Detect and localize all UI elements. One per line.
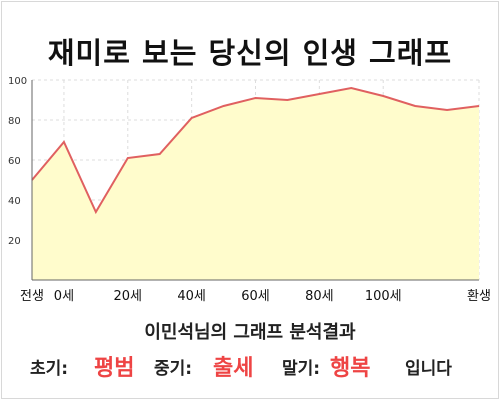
late-value: 행복 [330, 356, 371, 381]
middle-value: 출세 [213, 356, 254, 381]
x-tick-label: 전생 [20, 289, 44, 304]
y-tick-label: 80 [8, 116, 21, 127]
x-tick-label: 60세 [241, 289, 270, 304]
late-label: 말기: [282, 359, 321, 379]
y-tick-label: 20 [8, 236, 21, 247]
life-area-fill [32, 88, 479, 280]
y-tick-label: 100 [8, 76, 27, 87]
x-tick-label: 100세 [365, 289, 402, 304]
y-tick-label: 60 [8, 156, 21, 167]
middle-label: 중기: [154, 359, 193, 379]
early-label: 초기: [30, 359, 69, 379]
x-tick-label: 40세 [177, 289, 206, 304]
y-tick-label: 40 [8, 196, 21, 207]
axis-layer [31, 80, 479, 281]
x-tick-labels: 전생 0세 20세 40세 60세 80세 100세 환생 [20, 289, 491, 304]
analysis-result: 초기: 평범 중기: 출세 말기: 행복 입니다 [0, 348, 500, 382]
life-line [31, 86, 480, 215]
y-tick-labels: 20 40 60 80 100 [8, 76, 27, 247]
early-value: 평범 [94, 356, 135, 381]
result-suffix: 입니다 [405, 359, 452, 379]
analysis-caption: 이민석님의 그래프 분석결과 [144, 322, 356, 343]
x-tick-label: 80세 [305, 289, 334, 304]
x-tick-label: 20세 [114, 289, 143, 304]
x-tick-label: 환생 [467, 289, 491, 304]
x-tick-label: 0세 [54, 289, 74, 304]
chart-title: 재미로 보는 당신의 인생 그래프 [47, 36, 453, 70]
